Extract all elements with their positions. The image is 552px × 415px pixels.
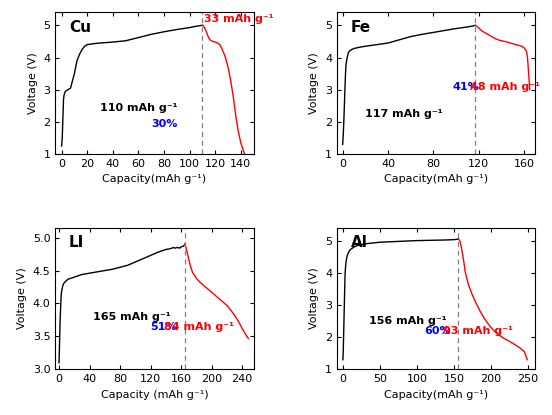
Y-axis label: Voltage (V): Voltage (V): [17, 268, 27, 330]
Text: 110 mAh g⁻¹: 110 mAh g⁻¹: [100, 103, 178, 112]
Y-axis label: Voltage (V): Voltage (V): [310, 52, 320, 114]
Text: 30%: 30%: [151, 119, 178, 129]
Text: Cu: Cu: [69, 20, 91, 34]
Text: Al: Al: [351, 235, 368, 250]
Y-axis label: Voltage (V): Voltage (V): [28, 52, 38, 114]
X-axis label: Capacity(mAh g⁻¹): Capacity(mAh g⁻¹): [102, 174, 206, 185]
X-axis label: Capacity(mAh g⁻¹): Capacity(mAh g⁻¹): [384, 390, 489, 400]
Text: 33 mAh g⁻¹: 33 mAh g⁻¹: [204, 14, 273, 24]
Text: 165 mAh g⁻¹: 165 mAh g⁻¹: [93, 312, 171, 322]
Text: 48 mAh g⁻¹: 48 mAh g⁻¹: [470, 82, 540, 92]
X-axis label: Capacity(mAh g⁻¹): Capacity(mAh g⁻¹): [384, 174, 489, 185]
Text: 51%: 51%: [151, 322, 177, 332]
Text: 156 mAh g⁻¹: 156 mAh g⁻¹: [369, 316, 447, 326]
Y-axis label: Voltage (V): Voltage (V): [310, 268, 320, 330]
Text: 84 mAh g⁻¹: 84 mAh g⁻¹: [164, 322, 235, 332]
Text: 41%: 41%: [453, 82, 479, 92]
Text: LI: LI: [69, 235, 84, 250]
Text: 117 mAh g⁻¹: 117 mAh g⁻¹: [365, 109, 443, 119]
Text: 93 mAh g⁻¹: 93 mAh g⁻¹: [443, 326, 513, 336]
X-axis label: Capacity (mAh g⁻¹): Capacity (mAh g⁻¹): [100, 390, 208, 400]
Text: Fe: Fe: [351, 20, 371, 34]
Text: 60%: 60%: [424, 326, 451, 336]
